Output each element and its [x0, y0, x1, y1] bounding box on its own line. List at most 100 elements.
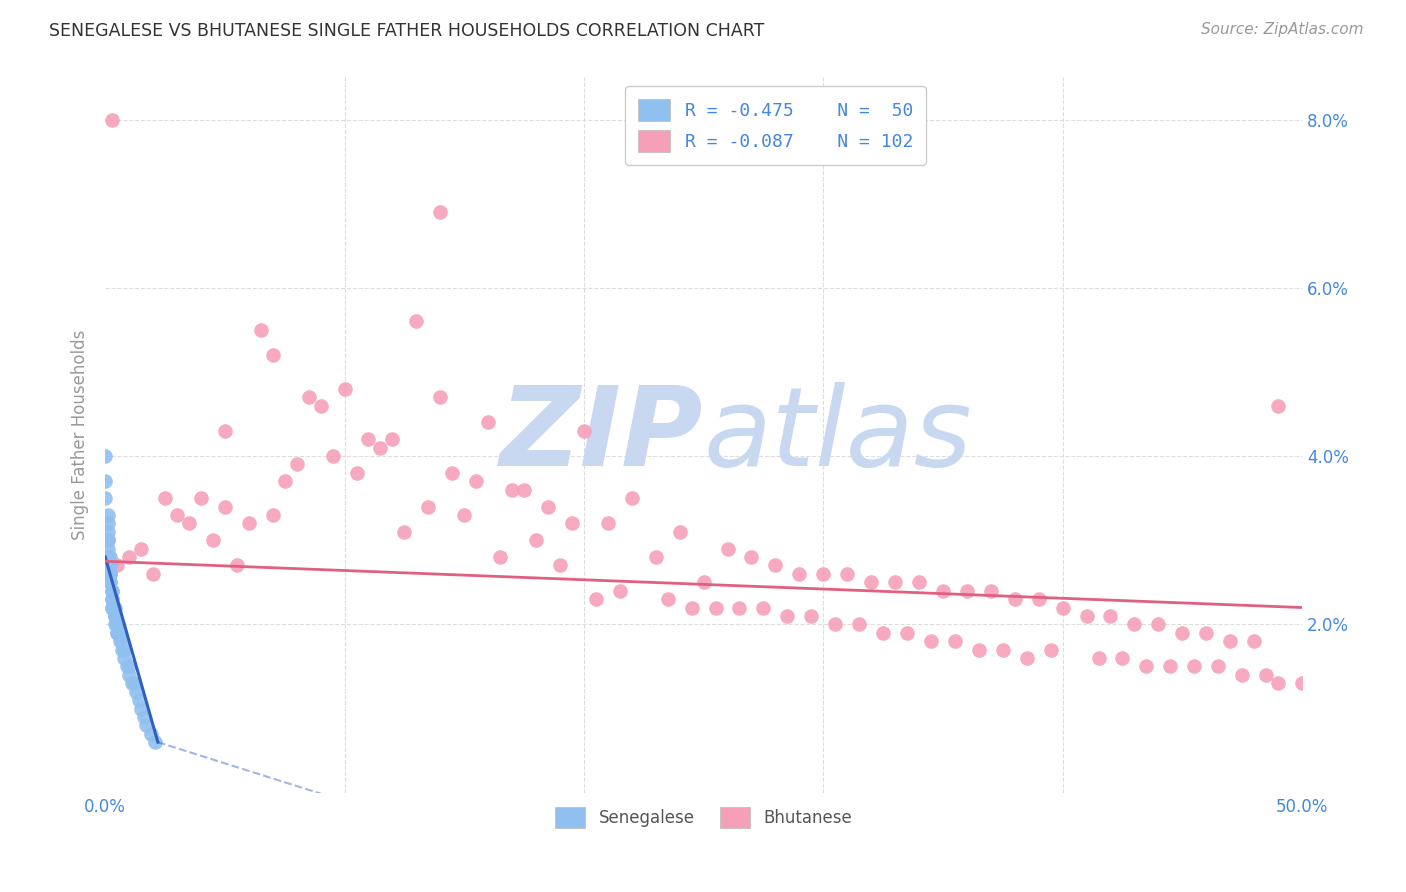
Point	[104, 617, 127, 632]
Point	[118, 550, 141, 565]
Point	[800, 609, 823, 624]
Point	[111, 634, 134, 648]
Point	[1254, 668, 1277, 682]
Point	[1111, 651, 1133, 665]
Point	[991, 642, 1014, 657]
Point	[132, 710, 155, 724]
Point	[884, 575, 907, 590]
Point	[125, 684, 148, 698]
Point	[1219, 634, 1241, 648]
Point	[190, 491, 212, 505]
Point	[956, 583, 979, 598]
Point	[98, 566, 121, 581]
Point	[101, 592, 124, 607]
Point	[101, 592, 124, 607]
Point	[225, 558, 247, 573]
Point	[692, 575, 714, 590]
Point	[837, 566, 859, 581]
Point	[97, 516, 120, 531]
Point	[1015, 651, 1038, 665]
Point	[1004, 592, 1026, 607]
Point	[97, 508, 120, 522]
Point	[97, 533, 120, 548]
Point	[105, 625, 128, 640]
Point	[101, 600, 124, 615]
Point	[1039, 642, 1062, 657]
Point	[405, 314, 427, 328]
Point	[943, 634, 966, 648]
Point	[129, 541, 152, 556]
Point	[1123, 617, 1146, 632]
Point	[848, 617, 870, 632]
Point	[513, 483, 536, 497]
Point	[129, 701, 152, 715]
Point	[1230, 668, 1253, 682]
Point	[740, 550, 762, 565]
Point	[104, 609, 127, 624]
Point	[98, 575, 121, 590]
Point	[145, 735, 167, 749]
Point	[142, 566, 165, 581]
Point	[118, 668, 141, 682]
Point	[177, 516, 200, 531]
Point	[214, 424, 236, 438]
Point	[98, 566, 121, 581]
Text: SENEGALESE VS BHUTANESE SINGLE FATHER HOUSEHOLDS CORRELATION CHART: SENEGALESE VS BHUTANESE SINGLE FATHER HO…	[49, 22, 765, 40]
Point	[465, 475, 488, 489]
Point	[932, 583, 955, 598]
Point	[813, 566, 835, 581]
Point	[453, 508, 475, 522]
Point	[274, 475, 297, 489]
Point	[1159, 659, 1181, 673]
Point	[94, 475, 117, 489]
Point	[980, 583, 1002, 598]
Point	[1243, 634, 1265, 648]
Point	[108, 634, 131, 648]
Point	[101, 583, 124, 598]
Point	[249, 323, 271, 337]
Point	[1135, 659, 1157, 673]
Point	[135, 718, 157, 732]
Point	[1028, 592, 1050, 607]
Point	[824, 617, 846, 632]
Point	[111, 642, 134, 657]
Point	[394, 524, 416, 539]
Point	[967, 642, 990, 657]
Point	[322, 449, 344, 463]
Point	[98, 550, 121, 565]
Point	[1206, 659, 1229, 673]
Point	[115, 659, 138, 673]
Point	[285, 458, 308, 472]
Point	[681, 600, 703, 615]
Point	[238, 516, 260, 531]
Point	[1182, 659, 1205, 673]
Point	[98, 558, 121, 573]
Point	[418, 500, 440, 514]
Point	[370, 441, 392, 455]
Point	[920, 634, 942, 648]
Point	[716, 541, 738, 556]
Point	[98, 575, 121, 590]
Point	[121, 676, 143, 690]
Point	[262, 348, 284, 362]
Point	[346, 466, 368, 480]
Point	[105, 625, 128, 640]
Point	[477, 416, 499, 430]
Point	[524, 533, 547, 548]
Text: ZIP: ZIP	[501, 382, 703, 489]
Point	[112, 642, 135, 657]
Point	[657, 592, 679, 607]
Point	[1171, 625, 1194, 640]
Point	[101, 583, 124, 598]
Point	[139, 727, 162, 741]
Point	[489, 550, 512, 565]
Point	[668, 524, 690, 539]
Point	[1267, 676, 1289, 690]
Point	[122, 676, 145, 690]
Point	[537, 500, 560, 514]
Point	[97, 541, 120, 556]
Point	[1267, 399, 1289, 413]
Point	[429, 205, 451, 219]
Point	[153, 491, 176, 505]
Point	[1052, 600, 1074, 615]
